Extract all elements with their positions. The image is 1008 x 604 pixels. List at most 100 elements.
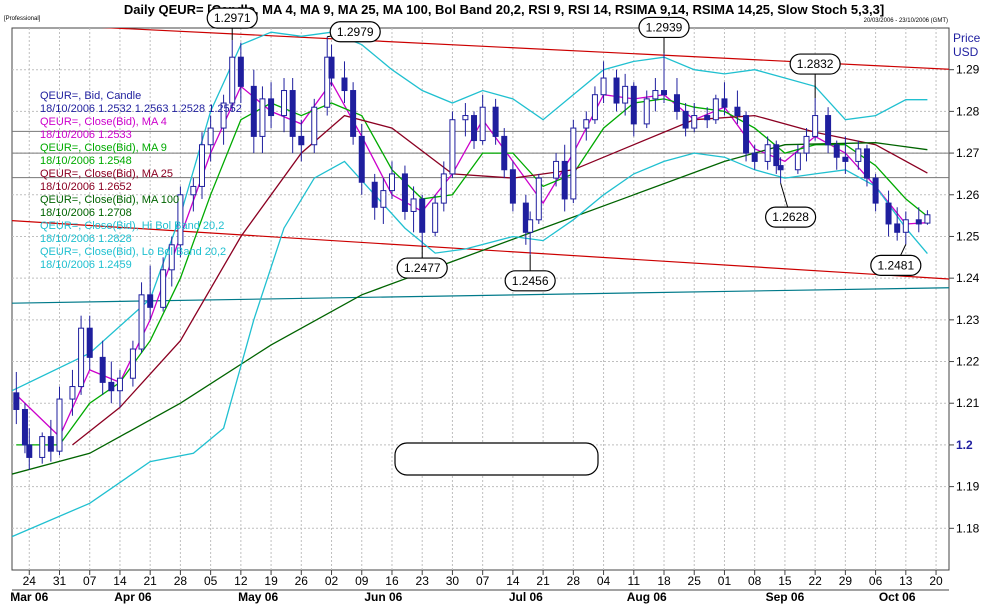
- candle-body: [751, 152, 758, 162]
- candle-body: [591, 94, 598, 121]
- x-tick-label: 01: [718, 574, 732, 588]
- x-tick-label: 06: [869, 574, 883, 588]
- x-tick-label: 11: [628, 574, 641, 588]
- candle-body: [885, 202, 892, 225]
- candle-body: [535, 177, 542, 221]
- candle-body: [501, 135, 508, 171]
- candle-body: [198, 144, 205, 187]
- callout-label: 1.2456: [512, 274, 549, 288]
- legend-series-value: 18/10/2006 1.2533: [40, 129, 132, 141]
- candle-body: [712, 98, 719, 121]
- legend-series-label: QEUR=, Bid, Candle: [40, 90, 141, 102]
- candle-body: [600, 77, 607, 96]
- candle-body: [894, 223, 901, 233]
- candle-body: [138, 294, 145, 350]
- candle-body: [328, 56, 335, 79]
- x-month-label: Aug 06: [627, 590, 667, 604]
- candle-body: [704, 115, 711, 121]
- x-tick-label: 02: [325, 574, 339, 588]
- legend-series-label: QEUR=, Close(Bid), MA 9: [40, 142, 167, 154]
- x-tick-label: 21: [143, 574, 157, 588]
- x-axis: 24 31 07 14 21 28 05 12 19 26 02 09 16 23 30 07 14 21 28 04…: [10, 570, 949, 604]
- x-tick-label: 07: [83, 574, 97, 588]
- y-tick-label: 1.22: [956, 355, 980, 369]
- candle-body: [160, 269, 167, 308]
- candle-body: [311, 106, 318, 146]
- candle-body: [509, 169, 516, 204]
- candle-body: [177, 194, 184, 246]
- candle-body: [643, 98, 650, 125]
- x-tick-label: 13: [899, 574, 913, 588]
- x-tick-label: 28: [174, 574, 188, 588]
- candle-body: [622, 85, 629, 104]
- legend-series-value: 18/10/2006 1.2708: [40, 207, 132, 219]
- legend-series-value: 18/10/2006 1.2459: [40, 259, 132, 271]
- candle-body: [26, 444, 33, 458]
- x-tick-label: 04: [597, 574, 611, 588]
- candle-body: [902, 219, 909, 233]
- x-month-label: Oct 06: [879, 590, 916, 604]
- candle-body: [410, 198, 417, 212]
- x-month-label: Sep 06: [766, 590, 805, 604]
- legend-series-label: QEUR=, Close(Bid), Lo Bol Band 20,2: [40, 246, 226, 258]
- callout-label: 1.2628: [772, 210, 809, 224]
- candle-body: [69, 386, 76, 400]
- candle-body: [721, 98, 728, 108]
- candle-body: [492, 106, 499, 137]
- candle-body: [833, 144, 840, 158]
- candle-body: [168, 244, 175, 271]
- callout-box: [396, 257, 448, 279]
- candle-body: [794, 152, 801, 171]
- candle-body: [734, 106, 741, 117]
- candle-body: [358, 135, 365, 183]
- callout-label: 1.2939: [646, 20, 683, 34]
- legend-series-value: 18/10/2006 1.2548: [40, 155, 132, 167]
- candle-body: [863, 148, 870, 179]
- callouts: 1.2971 1.2979 1.2939 1.2832 1.2628 1.2477 1.24…: [206, 7, 922, 292]
- trend-line: [12, 220, 949, 280]
- watermark-label: [Professional]: [4, 16, 41, 22]
- candle-body: [39, 436, 46, 458]
- candle-body: [116, 377, 123, 392]
- x-tick-label: 16: [385, 574, 399, 588]
- y-tick-label: 1.26: [956, 188, 980, 202]
- x-month-label: Apr 06: [114, 590, 152, 604]
- x-tick-label: 09: [355, 574, 369, 588]
- x-tick-label: 30: [446, 574, 460, 588]
- candle-body: [324, 56, 331, 108]
- callout-box: [870, 254, 922, 276]
- series-line: [12, 152, 928, 538]
- series-line: [72, 114, 928, 446]
- x-tick-label: 20: [929, 574, 943, 588]
- callout-label: 1.2971: [214, 11, 251, 25]
- y-tick-label: 1.24: [956, 271, 980, 285]
- x-month-label: Mar 06: [10, 590, 48, 604]
- series-line: [16, 98, 928, 446]
- y-tick-label: 1.23: [956, 313, 980, 327]
- x-tick-label: 19: [264, 574, 278, 588]
- legend-series-value: 18/10/2006 1.2652: [40, 181, 132, 193]
- candle-body: [21, 408, 28, 446]
- candle-body: [462, 115, 469, 121]
- candle-body: [583, 119, 590, 129]
- candle-body: [190, 185, 197, 196]
- x-tick-label: 24: [23, 574, 37, 588]
- candle-body: [56, 398, 63, 452]
- x-tick-label: 18: [657, 574, 671, 588]
- candle-body: [471, 115, 478, 142]
- legend-series-label: QEUR=, Close(Bid), MA 4: [40, 116, 167, 128]
- candle-body: [99, 356, 106, 383]
- candle-body: [259, 98, 266, 137]
- callout-box: [329, 21, 381, 43]
- x-tick-label: 05: [204, 574, 218, 588]
- legend-series-label: QEUR=, Close(Bid), MA 100: [40, 194, 179, 206]
- callout-box: [764, 206, 817, 228]
- candle-body: [570, 127, 577, 200]
- candle-body: [298, 135, 305, 146]
- candle-body: [147, 294, 154, 308]
- candle-body: [673, 94, 680, 112]
- y-axis-label-usd: USD: [953, 45, 979, 59]
- y-tick-label: 1.19: [956, 480, 980, 494]
- candle-body: [237, 56, 244, 87]
